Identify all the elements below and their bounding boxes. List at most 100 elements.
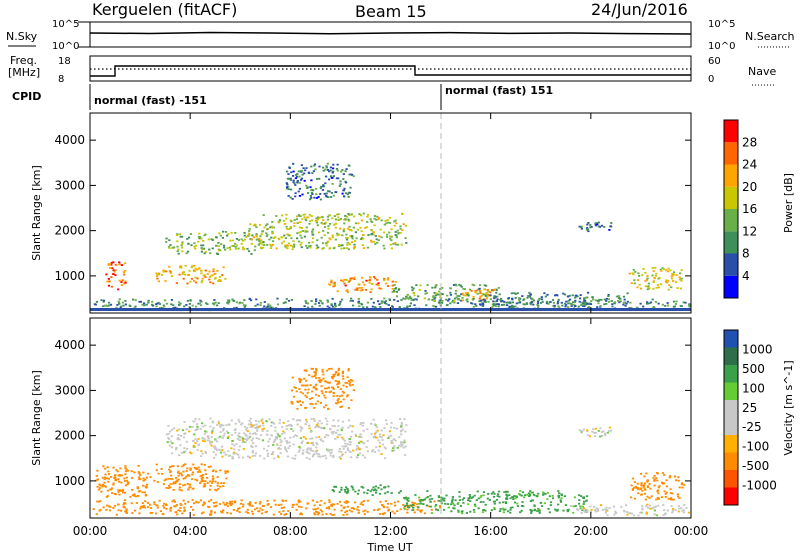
data-cell [574,294,577,297]
data-cell [465,512,468,514]
data-cell [557,300,560,303]
data-cell [633,282,636,285]
data-cell [336,290,339,293]
data-cell [164,299,167,302]
data-cell [180,435,183,437]
data-cell [325,175,328,178]
data-cell [108,280,111,283]
data-cell [386,219,389,221]
data-cell [306,451,310,454]
data-cell [231,245,234,247]
data-cell [346,215,349,218]
data-cell [374,235,377,237]
data-cell [258,510,261,513]
data-cell [472,295,475,298]
data-cell [152,304,155,307]
data-cell [146,502,149,504]
data-cell [311,375,314,378]
data-cell [309,384,312,386]
data-cell [513,292,516,294]
data-cell [182,464,185,466]
data-cell [675,300,678,303]
data-cell [308,172,311,174]
data-cell [669,492,672,494]
data-cell [321,370,324,373]
data-cell [200,250,203,253]
data-cell [195,305,198,308]
data-cell [210,482,214,484]
data-cell [302,449,305,452]
data-cell [300,513,303,516]
data-cell [314,402,317,405]
data-cell [572,505,575,508]
data-cell [229,248,232,251]
data-cell [449,287,452,289]
data-cell [261,230,265,233]
data-cell [260,239,263,242]
data-cell [559,501,563,503]
data-cell [611,305,614,308]
data-cell [116,304,119,306]
data-cell [253,424,256,427]
data-cell [608,229,611,231]
data-cell [346,513,349,516]
data-cell [234,431,237,434]
data-cell [502,511,505,514]
data-cell [314,372,317,375]
data-cell [404,237,407,239]
data-cell [147,301,150,304]
data-cell [584,299,587,302]
data-cell [306,306,310,309]
data-cell [311,228,314,231]
data-cell [506,495,509,497]
data-cell [345,290,348,292]
data-cell [370,433,373,435]
data-cell [311,397,314,399]
data-cell [194,247,197,250]
data-cell [346,488,349,490]
data-cell [357,300,360,303]
data-cell [682,511,686,514]
freq-label-line1: Freq. [10,54,37,67]
data-cell [581,430,584,432]
data-cell [331,217,334,220]
data-cell [261,509,264,511]
data-cell [333,508,336,511]
data-cell [240,499,243,502]
data-cell [513,501,517,504]
data-cell [567,302,570,305]
data-cell [353,508,356,510]
data-cell [396,300,399,303]
data-cell [222,482,225,484]
data-cell [248,419,251,422]
data-cell [604,508,607,511]
data-cell [215,252,219,255]
data-cell [509,511,512,514]
data-cell [529,490,532,492]
data-cell [197,466,200,469]
data-cell [311,230,314,233]
data-cell [556,302,559,305]
data-cell [169,483,172,485]
data-cell [194,418,197,420]
data-cell [289,179,292,181]
data-cell [351,430,354,433]
data-cell [185,252,188,255]
data-cell [114,263,117,266]
data-cell [586,296,589,299]
data-cell [591,430,594,433]
data-cell [405,496,408,499]
data-cell [217,487,220,490]
data-cell [582,305,585,307]
data-cell [638,275,641,277]
data-cell [135,495,138,498]
colorbar-swatch [724,209,738,232]
data-cell [599,427,602,430]
data-cell [130,502,133,505]
data-cell [172,304,175,307]
data-cell [668,476,671,479]
data-cell [299,380,302,383]
data-cell [212,282,215,285]
data-cell [249,503,252,506]
data-cell [305,379,308,382]
